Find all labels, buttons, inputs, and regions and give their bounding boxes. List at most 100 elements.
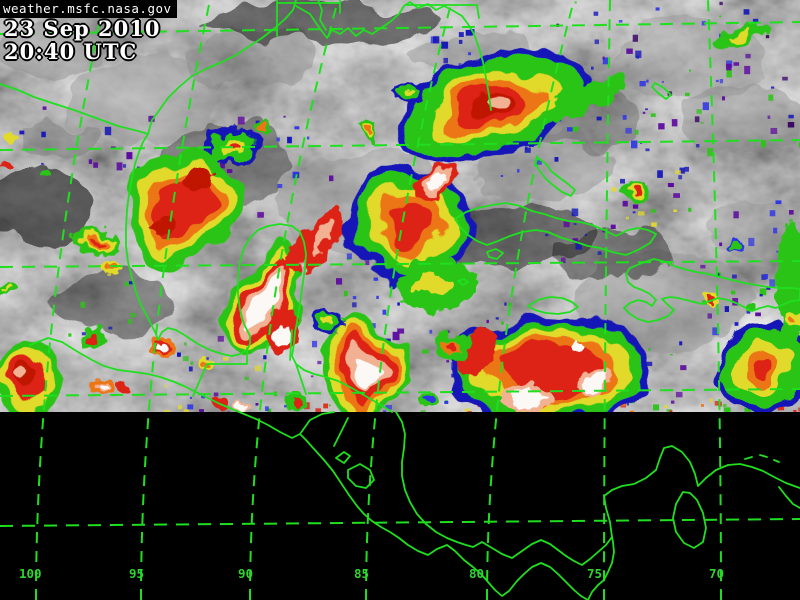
cloud-speck (163, 409, 170, 412)
latitude-line (0, 388, 800, 397)
cloud-speck (764, 274, 768, 280)
cloud-speck (635, 50, 642, 58)
cloud-speck (688, 207, 692, 212)
longitude-label: 95 (129, 566, 144, 581)
storm-cell (391, 83, 425, 103)
storm-cell (301, 207, 343, 273)
longitude-line (603, 0, 611, 600)
storm-cell (150, 217, 176, 235)
site-label: weather.msfc.nasa.gov (0, 0, 177, 18)
cloud-speck (655, 7, 660, 11)
cloud-speck (771, 86, 775, 89)
cloud-speck (421, 349, 429, 354)
coastline-darien-loop (587, 536, 615, 600)
cloud-speck (716, 273, 720, 277)
cloud-speck (671, 119, 678, 127)
cloud-speck (702, 102, 709, 111)
cloud-speck (19, 130, 25, 135)
coastline-isla-juventud (486, 248, 504, 260)
cloud-speck (500, 175, 504, 177)
cloud-speck (443, 57, 448, 64)
storm-cell (782, 309, 800, 327)
cloud-speck (770, 127, 778, 134)
storm-cell (78, 328, 106, 350)
coastline-cayman (457, 278, 469, 286)
cloud-speck (768, 94, 774, 101)
storm-cell (727, 241, 743, 253)
cloud-speck (465, 29, 473, 36)
cloud-speck (563, 221, 570, 228)
cloud-speck (148, 115, 155, 122)
cloud-speck (712, 327, 720, 336)
cloud-speck (206, 134, 212, 141)
cloud-speck (787, 122, 795, 128)
cloud-speck (650, 209, 656, 213)
cloud-speck (759, 294, 763, 297)
cloud-speck (463, 332, 467, 335)
coastline-cuba (454, 202, 657, 256)
cloud-speck (658, 123, 665, 130)
cloud-speck (719, 15, 722, 18)
longitude-label: 90 (238, 566, 253, 581)
cloud-speck (675, 170, 681, 174)
cloud-speck (441, 41, 449, 49)
cloud-speck (376, 295, 379, 299)
cloud-speck (769, 279, 776, 288)
cloud-speck (373, 277, 379, 281)
cloud-speck (467, 411, 472, 412)
cloud-speck (700, 264, 706, 269)
cloud-speck (744, 65, 751, 75)
coastline-mexico-gulf-coast (125, 133, 251, 357)
cloud-speck (685, 92, 690, 96)
storm-cell (39, 166, 51, 174)
storm-cell (76, 227, 116, 257)
cloud-speck (793, 410, 797, 412)
cloud-speck (575, 243, 582, 250)
cloud-speck (714, 401, 719, 406)
cloud-speck (41, 162, 44, 165)
cloud-speck (700, 122, 704, 124)
timestamp: 23 Sep 2010 20:40 UTC (4, 17, 161, 63)
cloud-speck (41, 131, 46, 138)
cloud-speck (789, 210, 794, 215)
cloud-speck (731, 290, 736, 295)
longitude-line (140, 0, 211, 600)
coastline-bahama-fleck (651, 82, 672, 100)
cloud-speck (188, 366, 193, 372)
cloud-speck (632, 204, 639, 209)
cloud-patch (200, 2, 440, 42)
cloud-speck (429, 329, 433, 334)
cloud-speck (190, 361, 194, 365)
cloud-speck (183, 409, 189, 412)
cloud-speck (689, 69, 692, 72)
cloud-speck (184, 342, 187, 346)
longitude-label: 80 (469, 566, 484, 581)
cloud-speck (715, 79, 719, 83)
cloud-speck (709, 398, 713, 403)
cloud-speck (673, 209, 677, 212)
longitude-label: 70 (709, 566, 724, 581)
cloud-speck (223, 357, 229, 361)
storm-cell (414, 164, 460, 198)
cloud-speck (254, 365, 261, 372)
cloud-speck (42, 106, 47, 110)
cloud-speck (680, 365, 687, 371)
cloud-speck (292, 171, 299, 179)
time-text: 20:40 UTC (4, 39, 138, 64)
cloud-speck (610, 224, 616, 229)
longitude-line (35, 0, 105, 600)
cloud-speck (798, 142, 800, 148)
cloud-speck (346, 253, 352, 260)
cloud-speck (294, 126, 300, 130)
cloud-speck (128, 319, 132, 324)
storm-cell (418, 391, 442, 409)
longitude-line (249, 0, 339, 600)
cloud-speck (743, 9, 750, 15)
cloud-speck (535, 160, 542, 165)
cloud-speck (723, 407, 731, 412)
cloud-speck (136, 166, 140, 171)
cloud-speck (726, 63, 732, 71)
cloud-patch (0, 169, 87, 241)
